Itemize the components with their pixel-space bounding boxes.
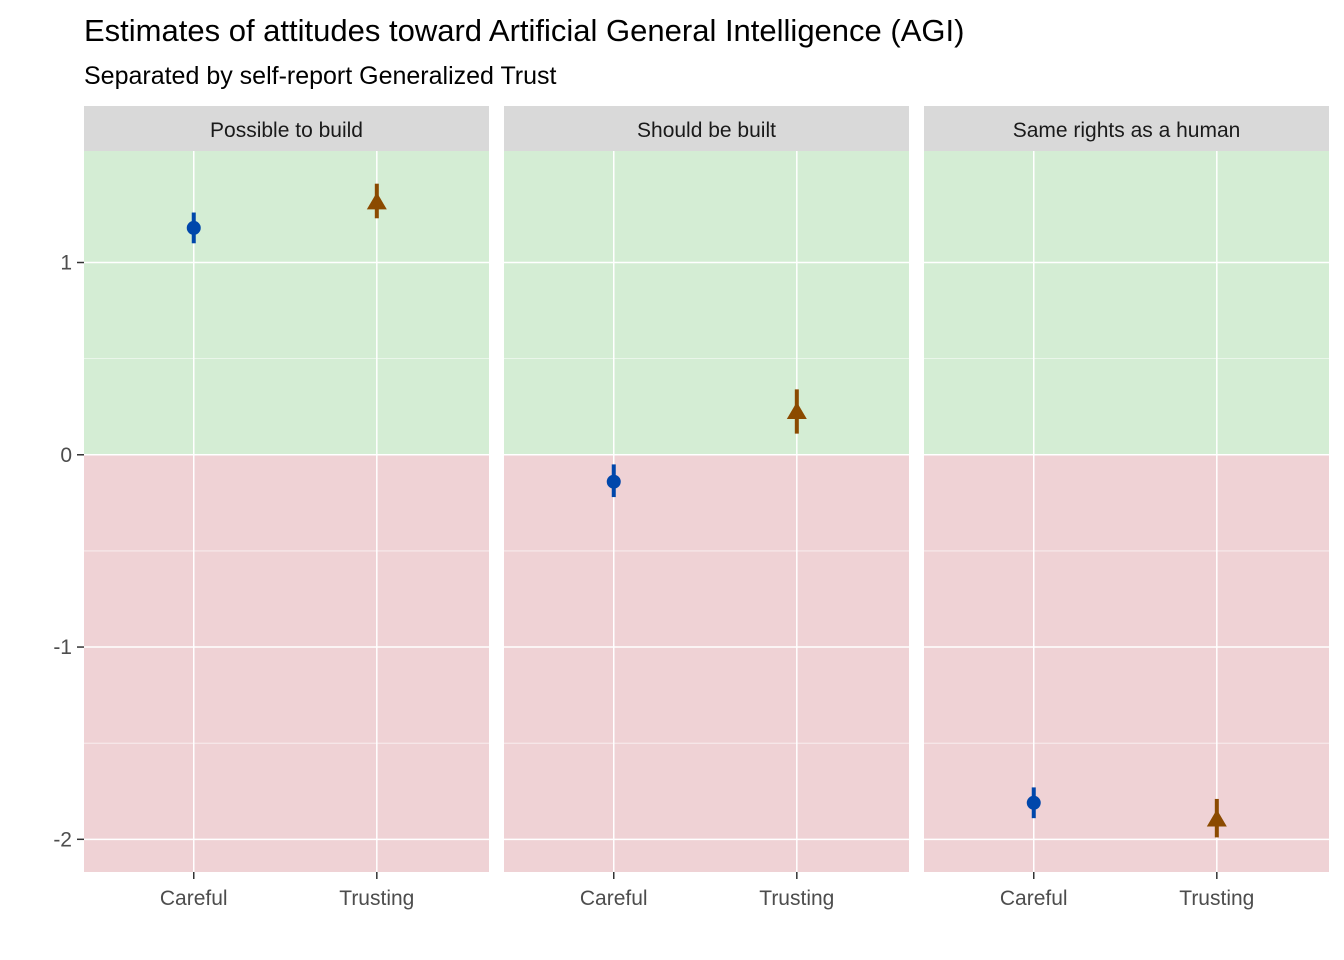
facet-strip-label: Same rights as a human (1013, 119, 1241, 142)
background-band (84, 454, 489, 872)
data-point-careful (1026, 795, 1041, 810)
x-tick-label: Careful (580, 887, 648, 910)
y-tick-label: -2 (53, 828, 72, 851)
background-band (504, 151, 909, 455)
y-tick-label: 0 (60, 444, 72, 467)
background-band (924, 151, 1329, 455)
y-tick-label: -1 (53, 636, 72, 659)
chart-title: Estimates of attitudes toward Artificial… (84, 13, 964, 48)
data-point-careful (186, 220, 201, 235)
background-band (504, 454, 909, 872)
facet-panel: Same rights as a human Careful Trusting (924, 106, 1329, 910)
background-band (924, 454, 1329, 872)
facet-panel: Possible to build Careful Trusting (84, 106, 489, 910)
x-tick-label: Trusting (1179, 887, 1254, 910)
data-point-careful (606, 474, 621, 489)
chart-subtitle: Separated by self-report Generalized Tru… (84, 62, 557, 90)
x-tick-label: Trusting (339, 887, 414, 910)
y-axis: -2 -1 0 1 (53, 252, 84, 851)
facet-panel: Should be built Careful Trusting (504, 106, 909, 910)
facet-strip (84, 106, 489, 151)
facet-strip-label: Possible to build (210, 119, 363, 142)
data-point-trusting (786, 401, 807, 419)
data-point-trusting (366, 192, 387, 210)
facet-strip-label: Should be built (637, 119, 776, 142)
facet-strip (924, 106, 1329, 151)
x-tick-label: Careful (160, 887, 228, 910)
background-band (84, 151, 489, 455)
x-tick-label: Careful (1000, 887, 1068, 910)
data-point-trusting (1206, 809, 1227, 827)
facet-strip (504, 106, 909, 151)
x-tick-label: Trusting (759, 887, 834, 910)
y-tick-label: 1 (60, 252, 72, 275)
